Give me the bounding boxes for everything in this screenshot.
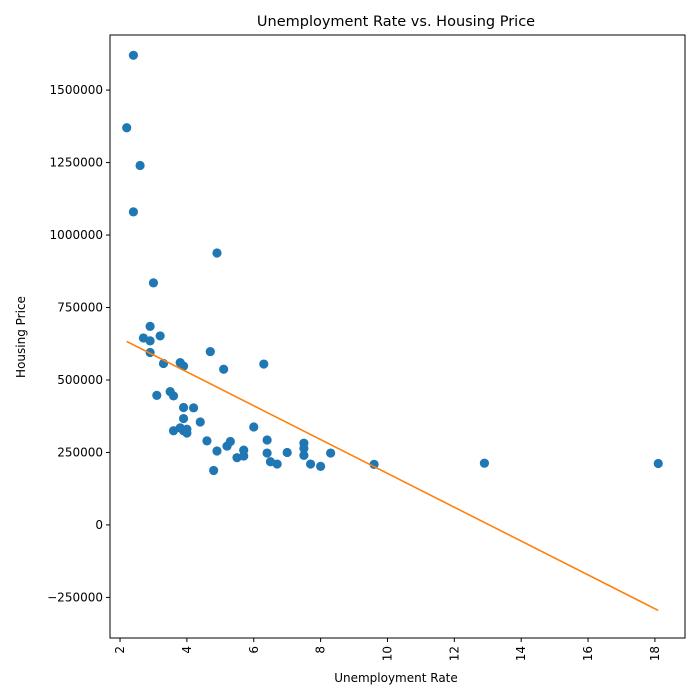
y-axis: −250000 0 250000 500000 750000 1000000 1250000… (47, 83, 110, 604)
data-point (653, 458, 663, 469)
y-tick-label: 750000 (57, 301, 103, 315)
y-tick-label: 250000 (57, 445, 103, 459)
data-point (205, 346, 215, 357)
scatter-points (122, 50, 663, 476)
data-point (262, 435, 272, 445)
data-point (168, 391, 179, 401)
data-point (148, 278, 159, 288)
data-point (135, 160, 145, 171)
data-point (272, 459, 282, 469)
trend-line-group (126, 340, 659, 612)
data-point (152, 390, 162, 400)
data-point (239, 451, 249, 461)
data-point (369, 459, 379, 469)
data-point (202, 436, 212, 446)
data-point (212, 248, 222, 258)
data-point (479, 458, 490, 468)
x-axis: 2 4 6 8 10 12 14 16 18 (113, 638, 662, 661)
y-tick-label: 1000000 (50, 228, 103, 242)
data-point (225, 436, 235, 447)
data-point (259, 359, 269, 369)
y-tick-label: 1250000 (50, 156, 103, 170)
data-point (128, 50, 139, 60)
trend-line (126, 340, 659, 612)
x-tick-label: 14 (514, 646, 528, 661)
x-tick-label: 4 (180, 646, 194, 654)
x-axis-label: Unemployment Rate (334, 671, 458, 685)
data-point (178, 402, 189, 413)
x-tick-label: 10 (380, 646, 394, 661)
data-point (178, 413, 189, 424)
x-tick-label: 6 (247, 646, 261, 654)
data-point (188, 403, 199, 413)
data-point (326, 448, 336, 458)
data-point (145, 321, 155, 331)
data-point (128, 207, 139, 217)
data-point (195, 417, 205, 427)
y-tick-label: 500000 (57, 373, 103, 387)
x-tick-label: 8 (314, 646, 328, 654)
data-point (122, 123, 132, 133)
data-point (182, 428, 192, 438)
x-tick-label: 18 (648, 646, 662, 661)
data-point (209, 465, 219, 476)
y-axis-label: Housing Price (14, 296, 28, 378)
data-point (212, 446, 222, 456)
y-tick-label: 0 (95, 518, 103, 532)
data-point (282, 447, 292, 458)
data-point (305, 459, 316, 469)
y-tick-label: −250000 (47, 590, 103, 604)
data-point (262, 448, 272, 458)
x-tick-label: 2 (113, 646, 127, 654)
data-point (249, 422, 259, 432)
x-tick-label: 16 (581, 646, 595, 661)
data-point (299, 450, 309, 460)
plot-frame (109, 34, 686, 639)
chart-title: Unemployment Rate vs. Housing Price (257, 14, 535, 30)
data-point (299, 443, 309, 454)
x-tick-label: 12 (447, 646, 461, 661)
y-tick-label: 1500000 (50, 83, 103, 97)
data-point (145, 336, 155, 346)
data-point (155, 331, 165, 341)
data-point (316, 461, 326, 471)
data-point (219, 364, 229, 374)
